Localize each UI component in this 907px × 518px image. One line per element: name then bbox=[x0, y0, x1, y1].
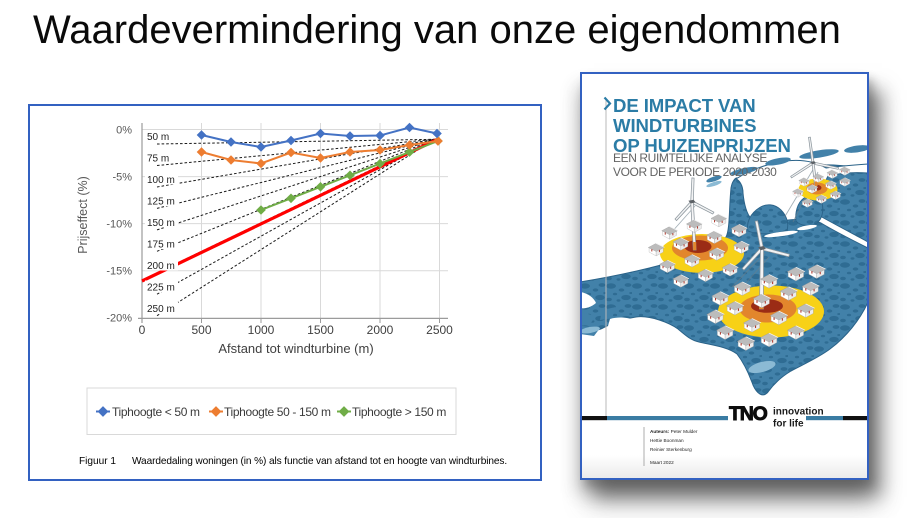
svg-text:Hettie Boonman: Hettie Boonman bbox=[650, 438, 684, 443]
svg-text:175 m: 175 m bbox=[147, 240, 175, 251]
svg-text:Waardedaling woningen (in %) a: Waardedaling woningen (in %) als functie… bbox=[132, 456, 507, 467]
svg-text:-10%: -10% bbox=[106, 219, 132, 231]
svg-text:1000: 1000 bbox=[248, 323, 275, 337]
svg-text:200 m: 200 m bbox=[147, 261, 175, 272]
svg-text:-5%: -5% bbox=[112, 172, 132, 184]
svg-text:TNO: TNO bbox=[729, 403, 768, 425]
svg-text:Tiphoogte > 150 m: Tiphoogte > 150 m bbox=[352, 405, 446, 419]
svg-text:Maart 2022: Maart 2022 bbox=[650, 460, 674, 465]
svg-text:1500: 1500 bbox=[307, 323, 334, 337]
svg-text:2000: 2000 bbox=[367, 323, 394, 337]
svg-text:Figuur 1: Figuur 1 bbox=[79, 456, 116, 467]
svg-text:0%: 0% bbox=[116, 125, 132, 137]
svg-text:innovation: innovation bbox=[773, 407, 824, 418]
svg-text:Reinier Sterkenburg: Reinier Sterkenburg bbox=[650, 447, 692, 452]
svg-text:50 m: 50 m bbox=[147, 132, 169, 143]
svg-text:2500: 2500 bbox=[426, 323, 453, 337]
svg-text:Auteurs: Peter Mulder: Auteurs: Peter Mulder bbox=[650, 429, 698, 434]
svg-text:for life: for life bbox=[773, 419, 804, 430]
svg-text:Tiphoogte < 50 m: Tiphoogte < 50 m bbox=[112, 405, 200, 419]
svg-text:225 m: 225 m bbox=[147, 283, 175, 294]
svg-text:Prijseffect (%): Prijseffect (%) bbox=[76, 176, 90, 254]
svg-text:500: 500 bbox=[191, 323, 211, 337]
svg-text:-15%: -15% bbox=[106, 266, 132, 278]
svg-text:250 m: 250 m bbox=[147, 304, 175, 315]
svg-text:125 m: 125 m bbox=[147, 197, 175, 208]
svg-text:0: 0 bbox=[139, 323, 146, 337]
svg-text:75 m: 75 m bbox=[147, 154, 169, 165]
svg-text:100 m: 100 m bbox=[147, 175, 175, 186]
svg-text:150 m: 150 m bbox=[147, 218, 175, 229]
svg-text:Afstand tot windturbine (m): Afstand tot windturbine (m) bbox=[218, 341, 373, 356]
svg-text:Tiphoogte 50 - 150 m: Tiphoogte 50 - 150 m bbox=[224, 405, 331, 419]
svg-text:-20%: -20% bbox=[106, 313, 132, 325]
